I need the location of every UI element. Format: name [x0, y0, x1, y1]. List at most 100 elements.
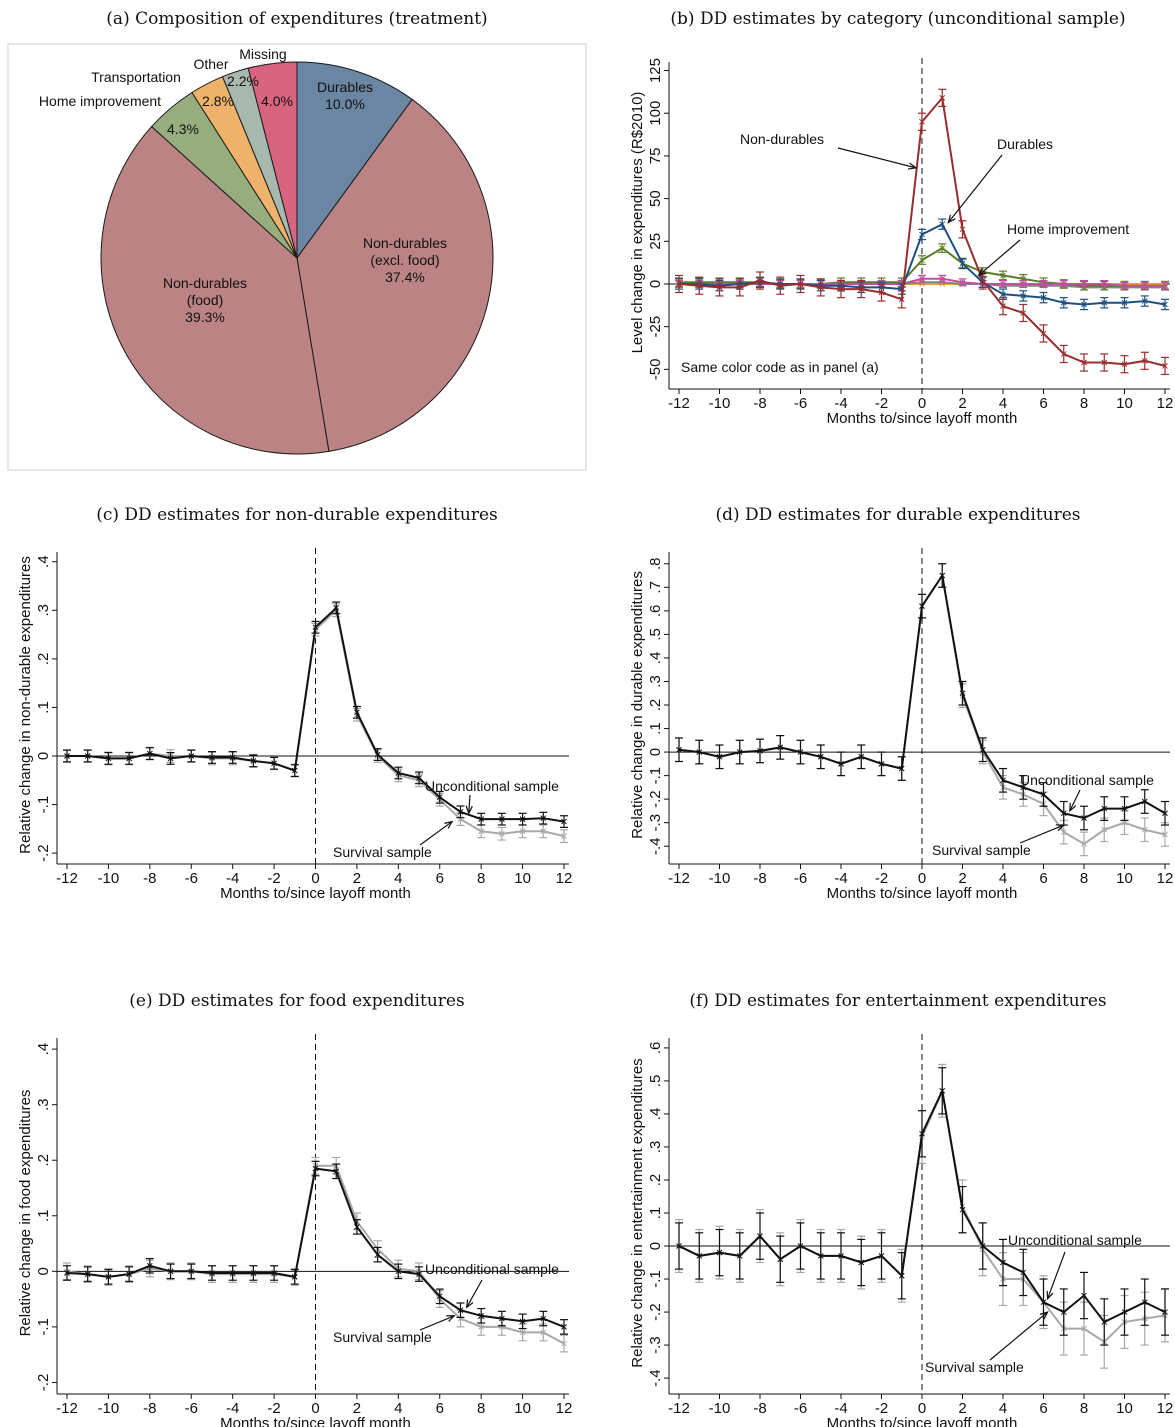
data-point — [757, 748, 763, 754]
x-tick-label: 10 — [1116, 870, 1133, 887]
x-tick-label: -8 — [753, 395, 766, 412]
data-point — [395, 770, 402, 776]
data-point — [919, 231, 925, 238]
annotation-label: Unconditional sample — [1008, 1232, 1142, 1248]
x-tick-label: -10 — [709, 395, 731, 412]
data-point — [1040, 294, 1047, 301]
data-point — [1000, 1259, 1006, 1266]
data-point — [395, 1268, 402, 1275]
y-tick-label: 0 — [35, 1267, 52, 1275]
data-point — [561, 818, 567, 825]
panel-b-chart: 125 100 75 50 25 0 -25 -50-12 -10 -8 -6 -4 -2 0 2 4 6 8 10… — [629, 58, 1173, 427]
y-tick-label: 125 — [647, 58, 664, 83]
x-tick-label: -8 — [143, 870, 156, 887]
y-tick-label: .2 — [35, 1154, 52, 1167]
data-point — [291, 767, 298, 774]
data-point — [1101, 1319, 1108, 1325]
data-point — [1040, 281, 1047, 287]
data-point — [736, 284, 743, 291]
panel-c-chart: .4 .3 .2 .1 0 -.1 -.2-12 -10 -8 -6 -4 -2 0 2 4 6 8 10 12 Mo… — [17, 548, 572, 902]
x-tick-label: 8 — [477, 870, 485, 887]
x-tick-label: 2 — [958, 870, 966, 887]
data-point — [898, 1272, 905, 1279]
data-point — [374, 1251, 381, 1258]
data-point — [250, 758, 257, 764]
x-tick-label: 6 — [1039, 870, 1047, 887]
data-point — [312, 1165, 319, 1172]
x-tick-label: -10 — [98, 870, 120, 887]
data-point — [354, 709, 360, 716]
data-point — [736, 1253, 743, 1259]
data-point — [229, 754, 236, 761]
data-point — [499, 1315, 505, 1322]
data-point — [1081, 815, 1087, 821]
data-point — [1162, 363, 1168, 369]
y-tick-label: 0 — [35, 752, 52, 760]
data-point — [979, 1243, 986, 1249]
data-point — [167, 755, 174, 762]
x-axis-label: Months to/since layoff month — [220, 885, 411, 902]
series-unconditional-sample — [63, 1160, 568, 1335]
data-point — [919, 257, 925, 263]
data-point — [126, 1271, 132, 1277]
x-tick-label: -12 — [668, 395, 690, 412]
annotation-arrow — [419, 821, 453, 846]
x-tick-label: 10 — [514, 870, 531, 887]
x-tick-label: 4 — [999, 395, 1007, 412]
data-point — [979, 277, 986, 284]
data-point — [146, 1262, 153, 1269]
data-point — [1000, 291, 1006, 298]
annotation-arrowhead — [947, 214, 956, 224]
data-point — [499, 816, 505, 822]
data-point — [1060, 810, 1067, 817]
data-point — [1060, 351, 1067, 357]
x-tick-label: 12 — [556, 1400, 573, 1417]
annotation-arrow — [1019, 824, 1064, 844]
y-tick-label: 75 — [647, 148, 664, 165]
data-point — [939, 1087, 946, 1094]
data-point — [838, 760, 844, 767]
pie-slice-pct: 2.2% — [227, 73, 259, 89]
annotation-arrowhead — [446, 1315, 456, 1322]
panel-a-title: (a) Composition of expenditures (treatme… — [106, 9, 487, 29]
data-point — [250, 1270, 257, 1276]
data-point — [271, 760, 277, 767]
x-tick-label: -2 — [875, 395, 888, 412]
data-point — [1162, 282, 1168, 289]
data-point — [1101, 299, 1108, 306]
x-axis-label: Months to/since layoff month — [827, 1415, 1018, 1427]
data-point — [167, 1268, 174, 1275]
data-point — [736, 749, 743, 755]
x-tick-label: 4 — [394, 870, 402, 887]
data-point — [540, 1315, 547, 1322]
pie-slice — [296, 61, 413, 260]
annotation-arrowhead — [977, 268, 987, 277]
y-tick-label: .4 — [35, 1043, 52, 1056]
annotation-label: Non-durables — [740, 131, 824, 147]
data-point — [561, 1340, 567, 1347]
x-tick-label: -12 — [668, 1400, 690, 1417]
pie-slice-pct: 2.8% — [202, 93, 234, 109]
data-point — [878, 760, 885, 767]
x-tick-label: 8 — [1080, 870, 1088, 887]
panel-b-title: (b) DD estimates by category (unconditio… — [670, 9, 1125, 29]
data-point — [1121, 282, 1128, 289]
data-point — [858, 753, 865, 760]
y-tick-label: -.4 — [647, 837, 664, 855]
data-point — [188, 1268, 195, 1275]
annotation-arrow — [989, 1311, 1048, 1361]
data-point — [817, 1253, 824, 1259]
x-tick-label: -8 — [753, 1400, 766, 1417]
pie-slice — [247, 61, 298, 259]
x-tick-label: 0 — [918, 870, 926, 887]
data-point — [1060, 1309, 1067, 1315]
data-point — [898, 765, 905, 772]
annotation-label: Unconditional sample — [1020, 772, 1154, 788]
data-point — [1000, 303, 1006, 310]
y-tick-label: 0 — [647, 1242, 664, 1250]
panel-e-title: (e) DD estimates for food expenditures — [129, 991, 464, 1011]
annotation-arrow — [947, 154, 1003, 223]
data-point — [1000, 281, 1006, 287]
y-tick-label: -.4 — [647, 1369, 664, 1387]
annotation-label: Same color code as in panel (a) — [681, 359, 879, 375]
